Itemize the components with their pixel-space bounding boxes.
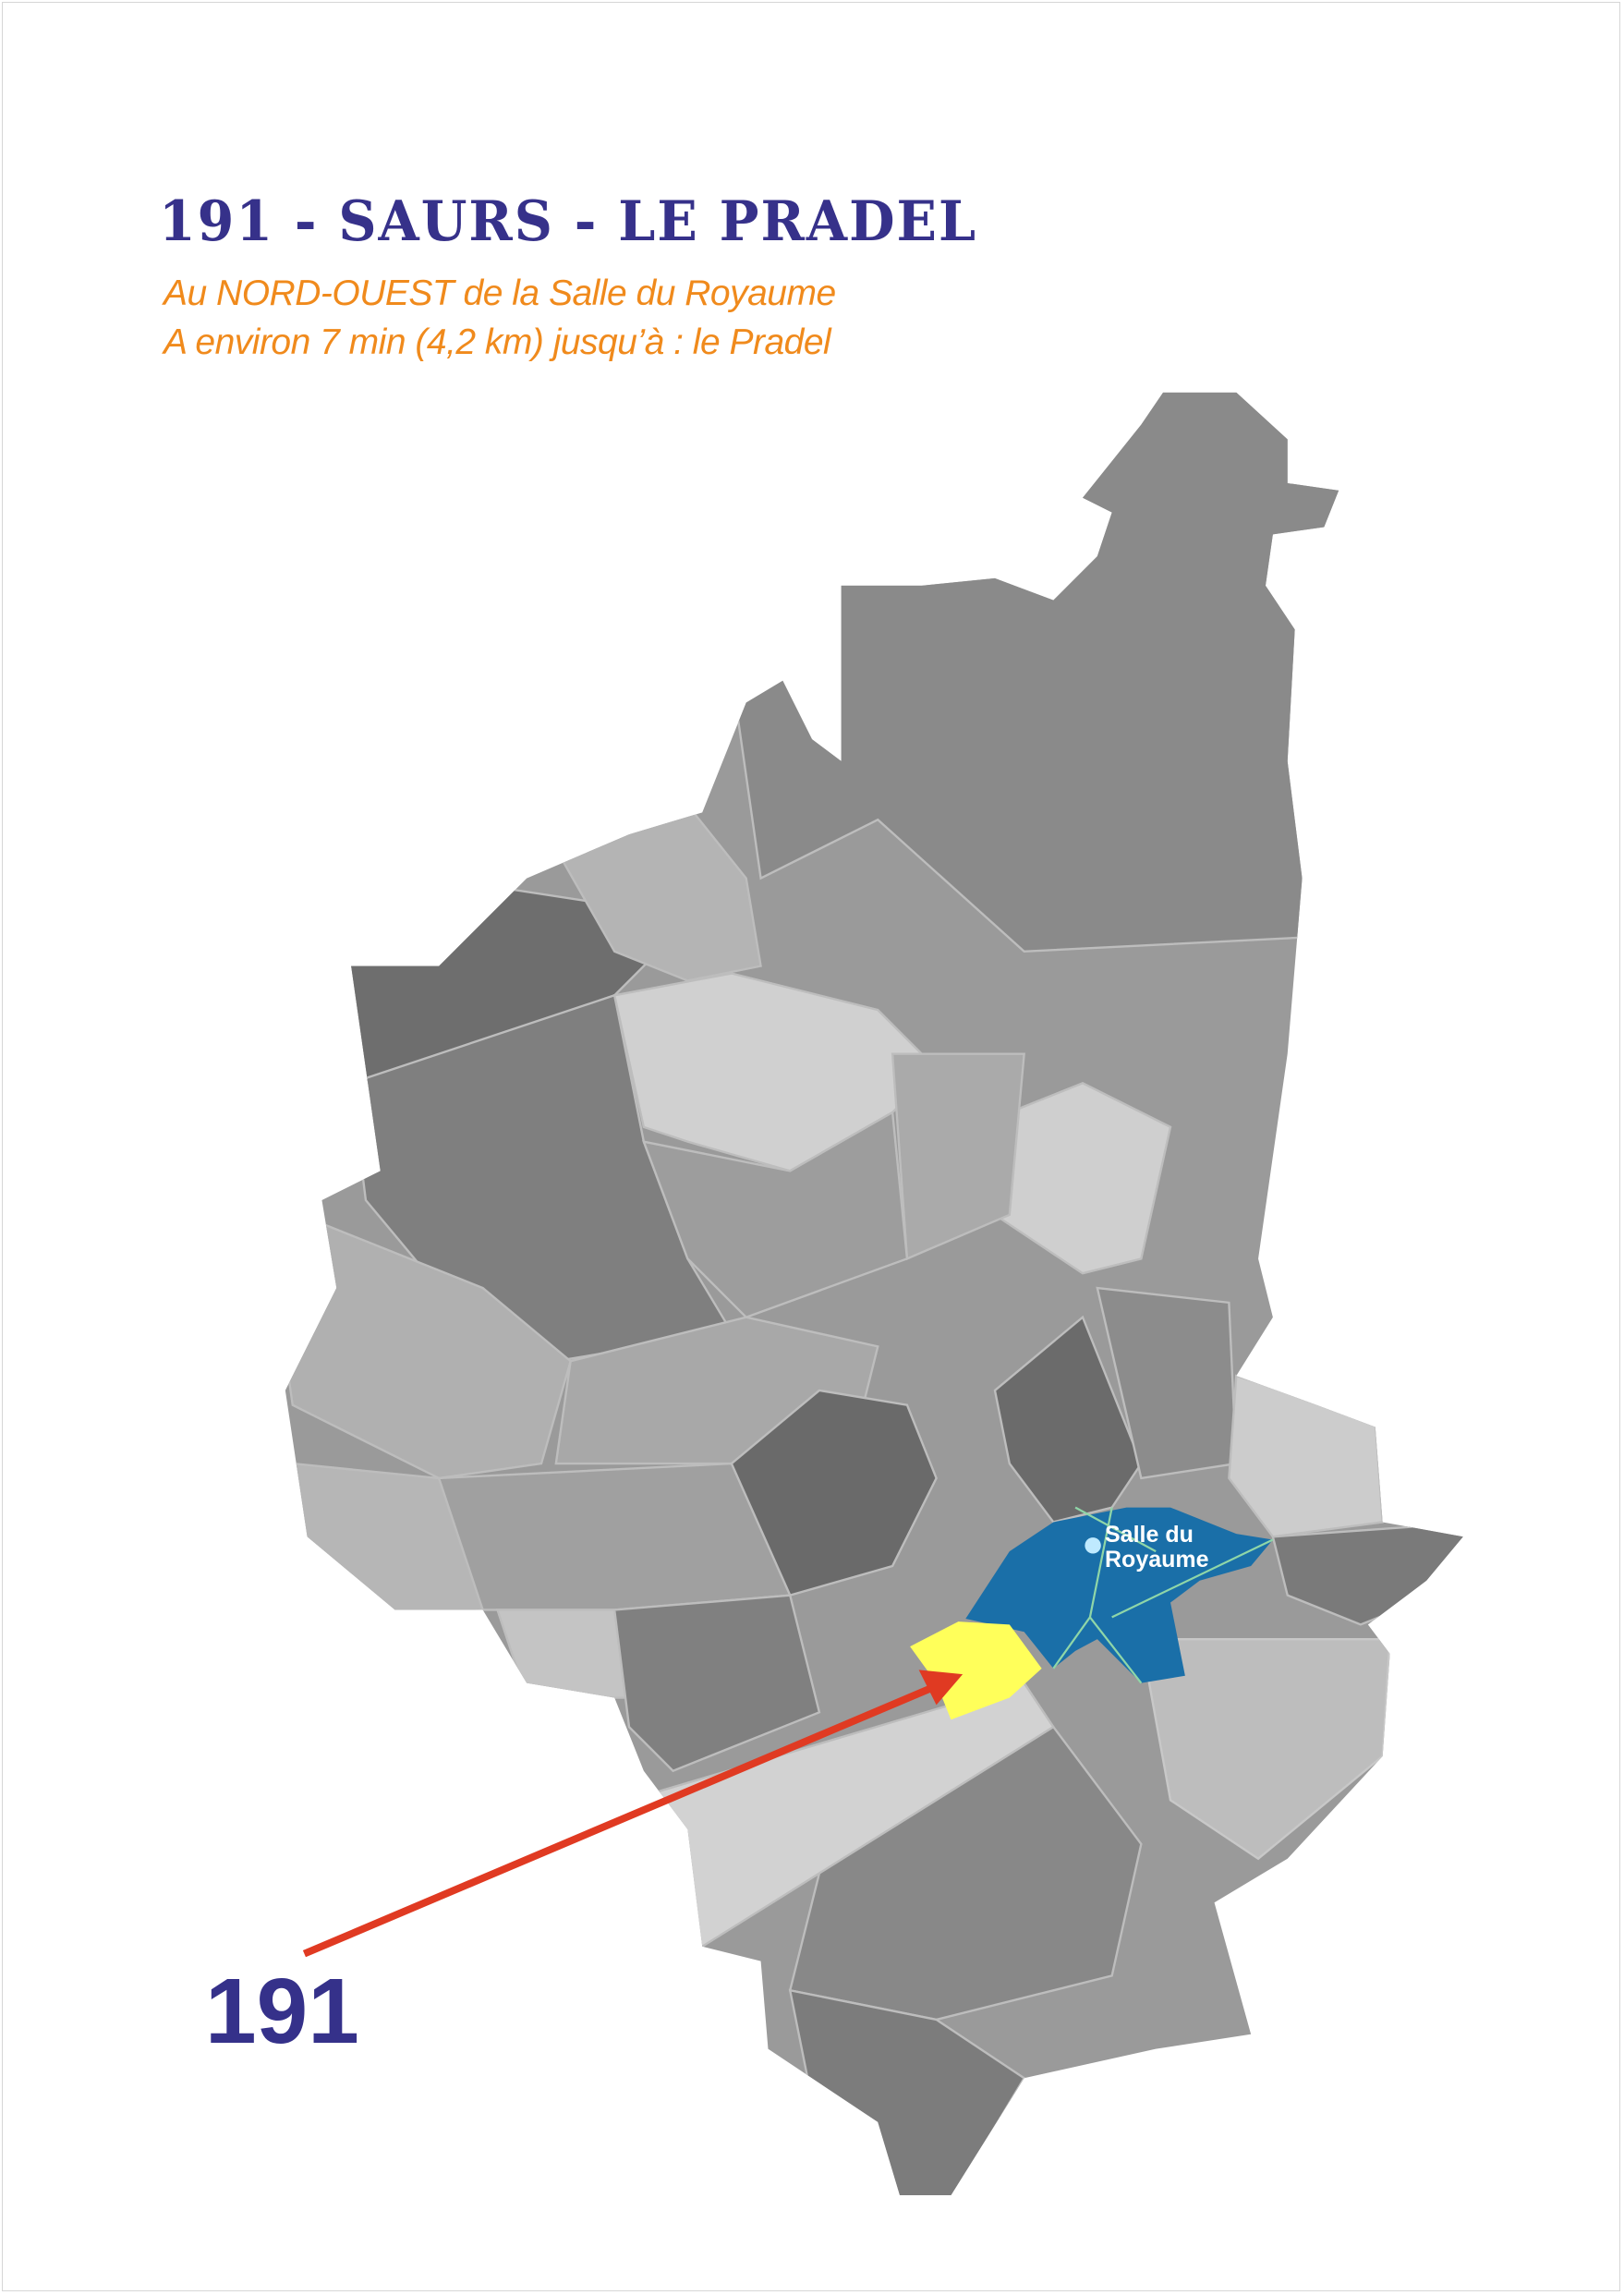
region-south-west-mid	[437, 1462, 793, 1611]
subtitle-direction: Au NORD-OUEST de la Salle du Royaume	[164, 273, 836, 313]
landmark-zone	[965, 1507, 1273, 1683]
landmark-zone-roads	[1052, 1506, 1274, 1684]
region-center-east	[891, 1052, 1025, 1261]
page-title: 191 - SAURS - LE PRADEL	[159, 188, 978, 254]
subtitle-distance: A environ 7 min (4,2 km) jusqu’à : le Pr…	[164, 322, 831, 362]
landmark-label-line2: Royaume	[1105, 1547, 1209, 1572]
region-center	[642, 1111, 909, 1319]
landmark-dot	[1085, 1537, 1101, 1554]
pointer-arrow	[302, 1670, 963, 1958]
map-regions	[285, 392, 1463, 2195]
arrow-head	[918, 1670, 963, 1706]
region-far-west	[285, 1198, 573, 1480]
landmark-label: Salle du Royaume	[1105, 1523, 1209, 1572]
territory-number-label: 191	[205, 1960, 359, 2063]
region-sw-dark	[612, 1594, 821, 1773]
landmark-label-line1: Salle du	[1105, 1522, 1194, 1548]
region-southeast	[1139, 1637, 1391, 1861]
